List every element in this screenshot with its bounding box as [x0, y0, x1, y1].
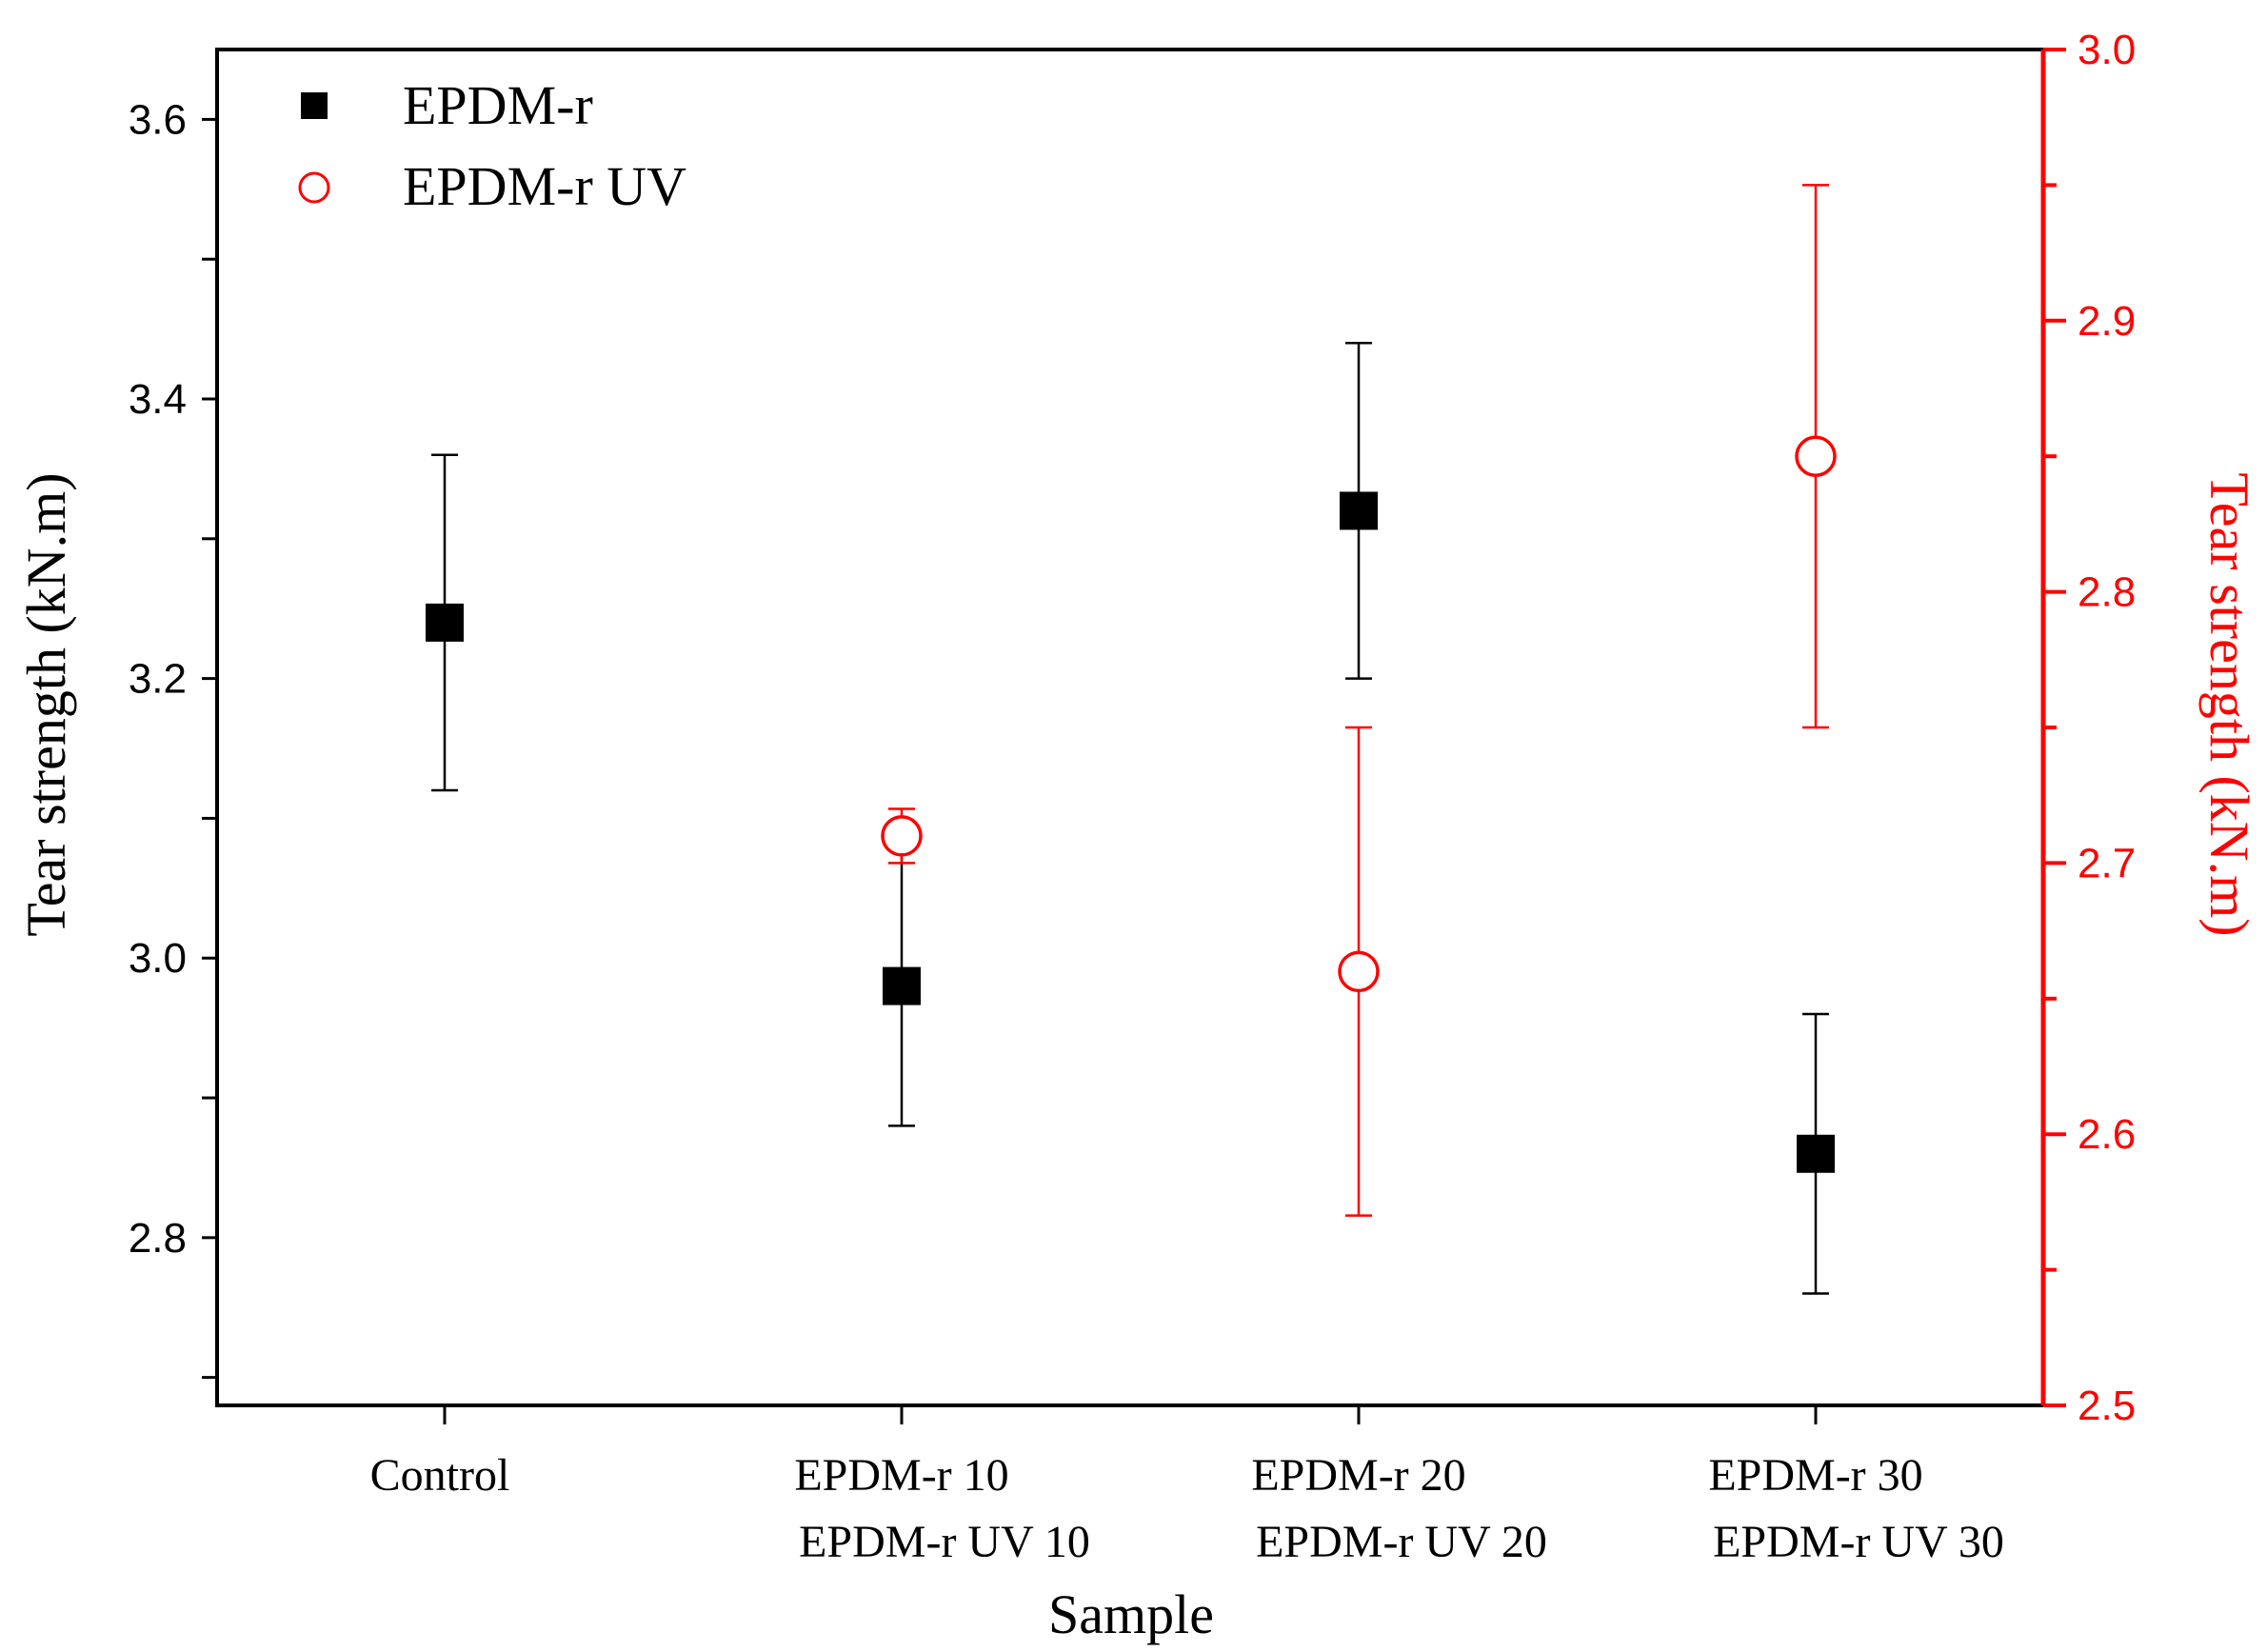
data-point-epdm-r-uv	[1795, 435, 1837, 477]
data-point-epdm-r-uv	[881, 815, 923, 857]
left-tick-label: 2.8	[129, 1215, 187, 1262]
right-tick-label: 3.0	[2078, 27, 2136, 73]
left-tick-label: 3.2	[129, 656, 187, 703]
data-point-epdm-r	[1797, 1134, 1835, 1173]
error-bars	[431, 184, 1829, 1295]
y-axis-title-left: Tear strength (kN.m)	[15, 472, 77, 936]
data-point-epdm-r-uv	[1338, 950, 1380, 993]
right-tick-label: 2.8	[2078, 569, 2136, 616]
data-markers	[426, 435, 1837, 1173]
data-point-epdm-r	[883, 966, 921, 1005]
right-tick-label: 2.9	[2078, 298, 2136, 345]
x-axis-title: Sample	[1048, 1583, 1214, 1645]
x-tick-label: EPDM-r 20	[1251, 1450, 1465, 1501]
right-tick-label: 2.7	[2078, 840, 2136, 886]
right-tick-label: 2.6	[2078, 1111, 2136, 1158]
x-tick-label-second-line: EPDM-r UV 20	[1256, 1517, 1547, 1567]
x-tick-label: EPDM-r 10	[794, 1450, 1008, 1501]
axis-ticks	[202, 48, 2066, 1424]
legend-label-epdm-r-uv: EPDM-r UV	[403, 155, 686, 217]
plot-frame	[215, 48, 2046, 1407]
right-tick-label: 2.5	[2078, 1383, 2136, 1429]
x-tick-label-second-line: EPDM-r UV 10	[799, 1517, 1090, 1567]
legend: EPDM-r EPDM-r UV	[298, 74, 686, 217]
x-tick-label: EPDM-r 30	[1708, 1450, 1922, 1501]
data-point-epdm-r	[426, 603, 464, 642]
y-axis-title-right: Tear strength (kN.m)	[2198, 472, 2260, 936]
data-point-epdm-r	[1340, 491, 1378, 530]
x-tick-label: Control	[370, 1450, 510, 1501]
legend-marker-epdm-r-uv	[298, 171, 330, 204]
legend-marker-epdm-r	[301, 92, 328, 119]
x-tick-label-second-line: EPDM-r UV 30	[1713, 1517, 2004, 1567]
left-tick-label: 3.0	[129, 935, 187, 982]
left-tick-label: 3.6	[129, 96, 187, 143]
tick-labels: 2.8 3.0 3.2 3.4 3.6 2.5 2.6 2.7 2.8 2.9 3.0 Control…	[129, 27, 2136, 1567]
legend-label-epdm-r: EPDM-r	[403, 74, 593, 136]
left-tick-label: 3.4	[129, 376, 187, 423]
